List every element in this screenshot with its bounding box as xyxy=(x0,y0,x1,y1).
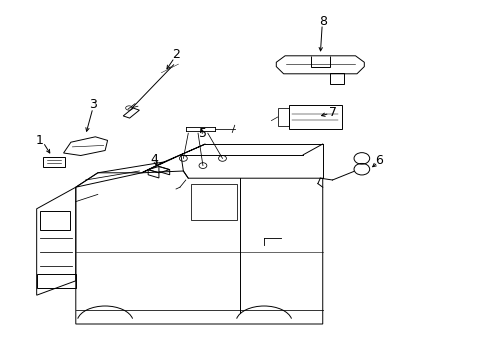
Text: 3: 3 xyxy=(89,98,97,111)
Text: 7: 7 xyxy=(328,106,336,119)
Text: 8: 8 xyxy=(318,15,326,28)
Text: 1: 1 xyxy=(36,134,44,147)
Text: 4: 4 xyxy=(150,153,158,166)
Text: 2: 2 xyxy=(172,48,180,61)
Text: 6: 6 xyxy=(374,154,382,167)
Text: 5: 5 xyxy=(199,127,206,140)
